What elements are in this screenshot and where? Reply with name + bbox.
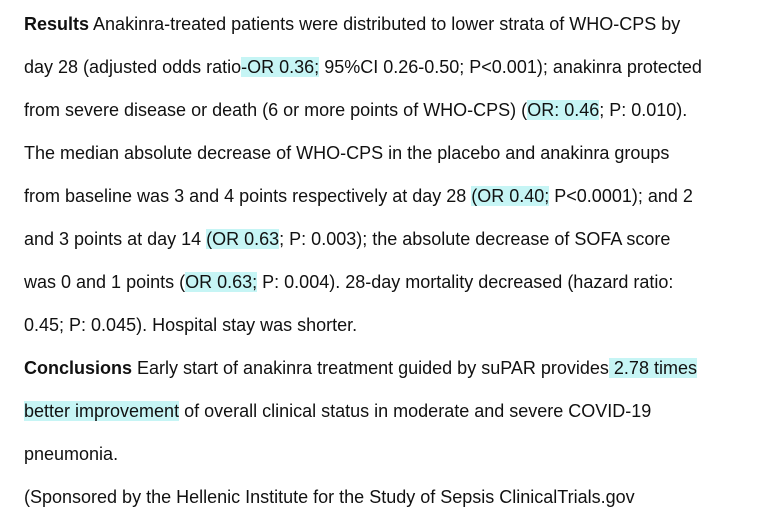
- results-line-2: day 28 (adjusted odds ratio-OR 0.36; 95%…: [24, 55, 702, 79]
- conclusions-line-1: Conclusions Early start of anakinra trea…: [24, 356, 697, 380]
- results-line-4: The median absolute decrease of WHO-CPS …: [24, 141, 669, 165]
- conclusions-heading: Conclusions: [24, 358, 133, 378]
- sponsor-line: (Sponsored by the Hellenic Institute for…: [24, 485, 635, 509]
- results-text: from baseline was 3 and 4 points respect…: [24, 186, 472, 206]
- results-text: ; P: 0.010).: [599, 100, 688, 120]
- results-text: P<0.0001); and 2: [549, 186, 693, 206]
- results-text: day 28 (adjusted odds ratio: [24, 57, 242, 77]
- highlighted-improvement: 2.78 times: [608, 358, 697, 378]
- conclusions-line-2: better improvement of overall clinical s…: [24, 399, 651, 423]
- highlighted-odds-ratio: (OR 0.63: [206, 229, 280, 249]
- results-line-3: from severe disease or death (6 or more …: [24, 98, 687, 122]
- highlighted-odds-ratio: OR 0.63;: [185, 272, 258, 292]
- conclusions-text: of overall clinical status in moderate a…: [179, 401, 652, 421]
- results-text: P: 0.004). 28-day mortality decreased (h…: [257, 272, 674, 292]
- results-text: from severe disease or death (6 or more …: [24, 100, 528, 120]
- highlighted-odds-ratio: OR: 0.46: [527, 100, 600, 120]
- results-text: 0.45; P: 0.045). Hospital stay was short…: [24, 315, 358, 335]
- results-line-1: Results Anakinra-treated patients were d…: [24, 12, 680, 36]
- highlighted-odds-ratio: (OR 0.40;: [471, 186, 550, 206]
- results-text: was 0 and 1 points (: [24, 272, 186, 292]
- results-line-5: from baseline was 3 and 4 points respect…: [24, 184, 693, 208]
- results-text: ; P: 0.003); the absolute decrease of SO…: [279, 229, 671, 249]
- results-text: and 3 points at day 14: [24, 229, 207, 249]
- conclusions-text: pneumonia.: [24, 444, 119, 464]
- results-text: Anakinra-treated patients were distribut…: [89, 14, 681, 34]
- results-line-6: and 3 points at day 14 (OR 0.63; P: 0.00…: [24, 227, 670, 251]
- results-line-7: was 0 and 1 points (OR 0.63; P: 0.004). …: [24, 270, 673, 294]
- conclusions-text: Early start of anakinra treatment guided…: [132, 358, 609, 378]
- sponsor-text: (Sponsored by the Hellenic Institute for…: [24, 487, 635, 507]
- results-text: The median absolute decrease of WHO-CPS …: [24, 143, 670, 163]
- results-line-8: 0.45; P: 0.045). Hospital stay was short…: [24, 313, 357, 337]
- highlighted-odds-ratio: -OR 0.36;: [241, 57, 320, 77]
- conclusions-line-3: pneumonia.: [24, 442, 118, 466]
- results-heading: Results: [24, 14, 90, 34]
- results-text: 95%CI 0.26-0.50; P<0.001); anakinra prot…: [319, 57, 702, 77]
- highlighted-improvement: better improvement: [24, 401, 180, 421]
